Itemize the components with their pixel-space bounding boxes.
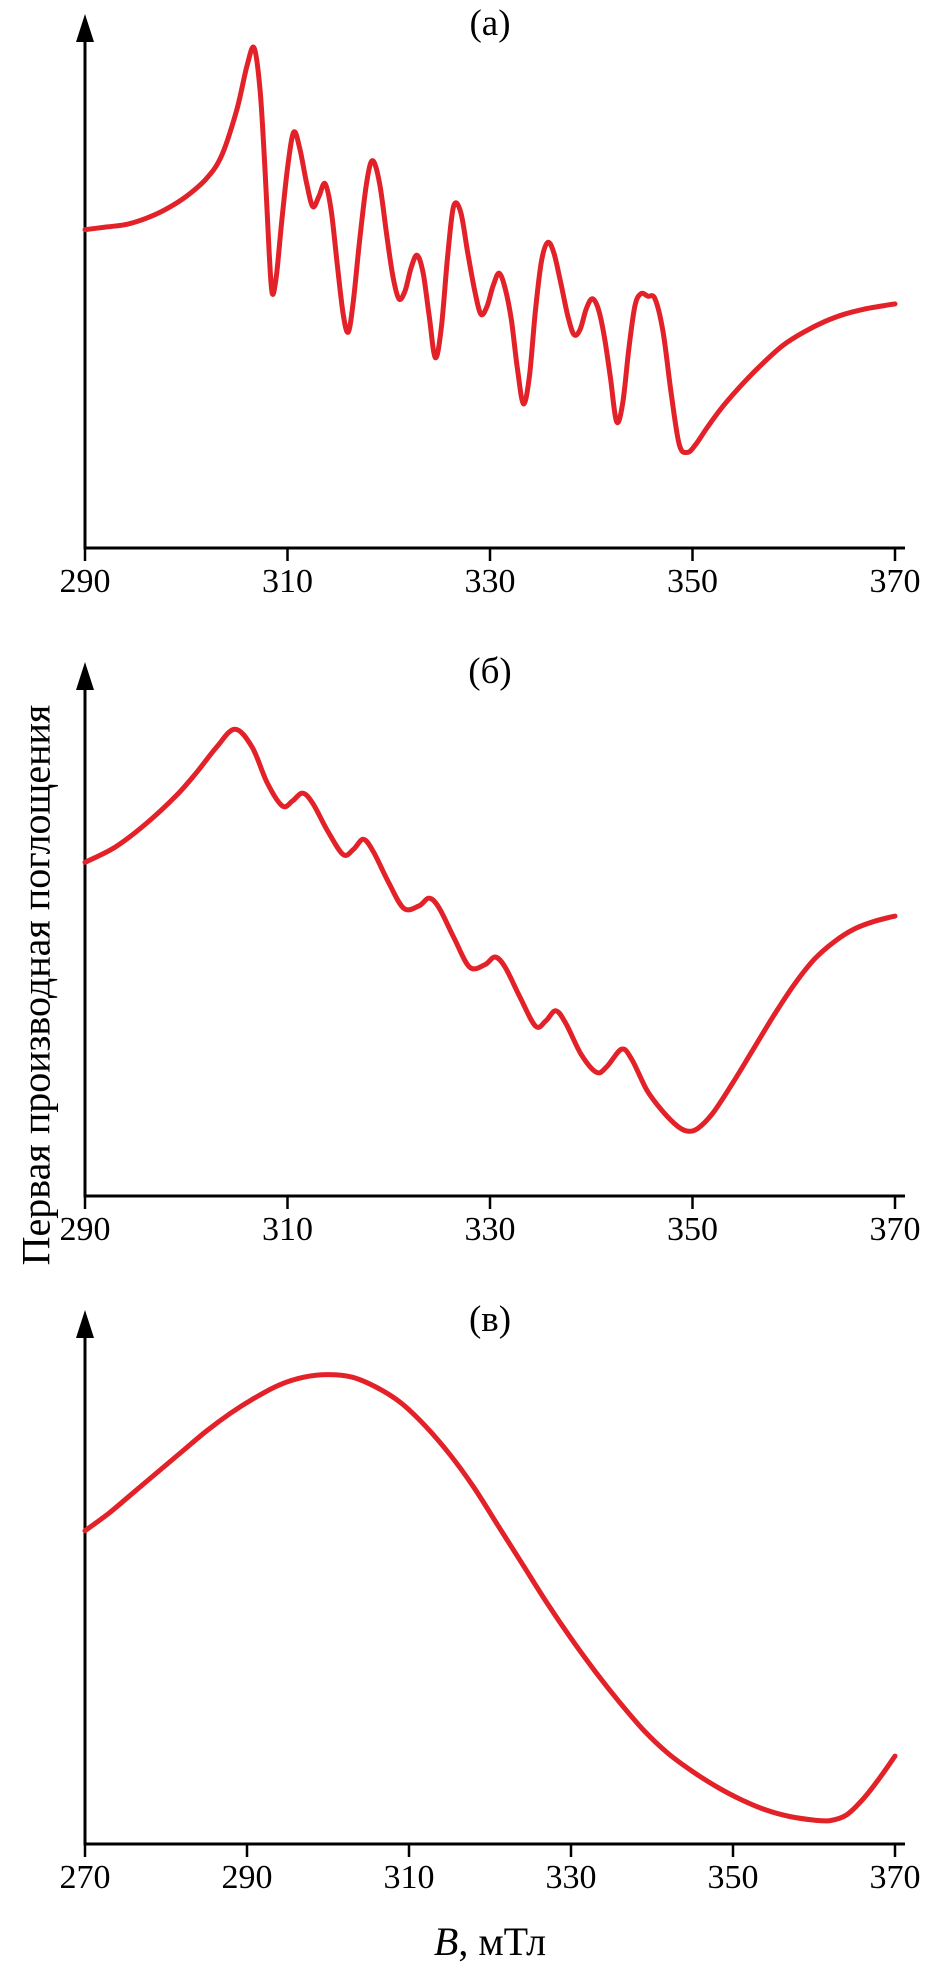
x-tick-label-270: 270 xyxy=(60,1859,111,1896)
spectrum-curve-a xyxy=(82,44,898,456)
y-axis-arrow-icon xyxy=(76,1310,94,1338)
x-tick-label-330: 330 xyxy=(465,563,516,600)
x-tick-label-370: 370 xyxy=(870,563,921,600)
x-tick-label-330: 330 xyxy=(546,1859,597,1896)
panel-b-label: (б) xyxy=(468,651,512,692)
x-tick-label-310: 310 xyxy=(384,1859,435,1896)
y-axis-arrow-icon xyxy=(76,662,94,690)
panel-b: 290 310 330 350 370 (б) xyxy=(0,648,928,1288)
x-axis-label: B, мТл xyxy=(85,1918,895,1965)
x-tick-label-330: 330 xyxy=(465,1211,516,1248)
x-axis-unit: , мТл xyxy=(458,1919,547,1964)
spectrum-curve-v xyxy=(82,1372,898,1824)
panel-a-label: (а) xyxy=(469,3,511,44)
x-tick-label-310: 310 xyxy=(262,563,313,600)
x-tick-label-290: 290 xyxy=(222,1859,273,1896)
x-axis-variable: B xyxy=(433,1919,459,1964)
panel-a-plot: 290 310 330 350 370 xyxy=(60,14,921,600)
spectrum-curve-b xyxy=(82,726,898,1134)
y-axis-arrow-icon xyxy=(76,14,94,42)
x-tick-label-350: 350 xyxy=(708,1859,759,1896)
panel-v-plot: 270 290 310 330 350 370 xyxy=(60,1310,921,1896)
panel-v: 270 290 310 330 350 370 (в) xyxy=(0,1296,928,1936)
panel-a: 290 310 330 350 370 (а) xyxy=(0,0,928,640)
panel-b-plot: 290 310 330 350 370 xyxy=(60,662,921,1248)
x-tick-label-370: 370 xyxy=(870,1211,921,1248)
x-tick-label-370: 370 xyxy=(870,1859,921,1896)
x-tick-label-310: 310 xyxy=(262,1211,313,1248)
x-tick-label-290: 290 xyxy=(60,563,111,600)
x-tick-label-350: 350 xyxy=(667,563,718,600)
x-tick-label-350: 350 xyxy=(667,1211,718,1248)
x-tick-label-290: 290 xyxy=(60,1211,111,1248)
panel-v-label: (в) xyxy=(468,1299,512,1340)
